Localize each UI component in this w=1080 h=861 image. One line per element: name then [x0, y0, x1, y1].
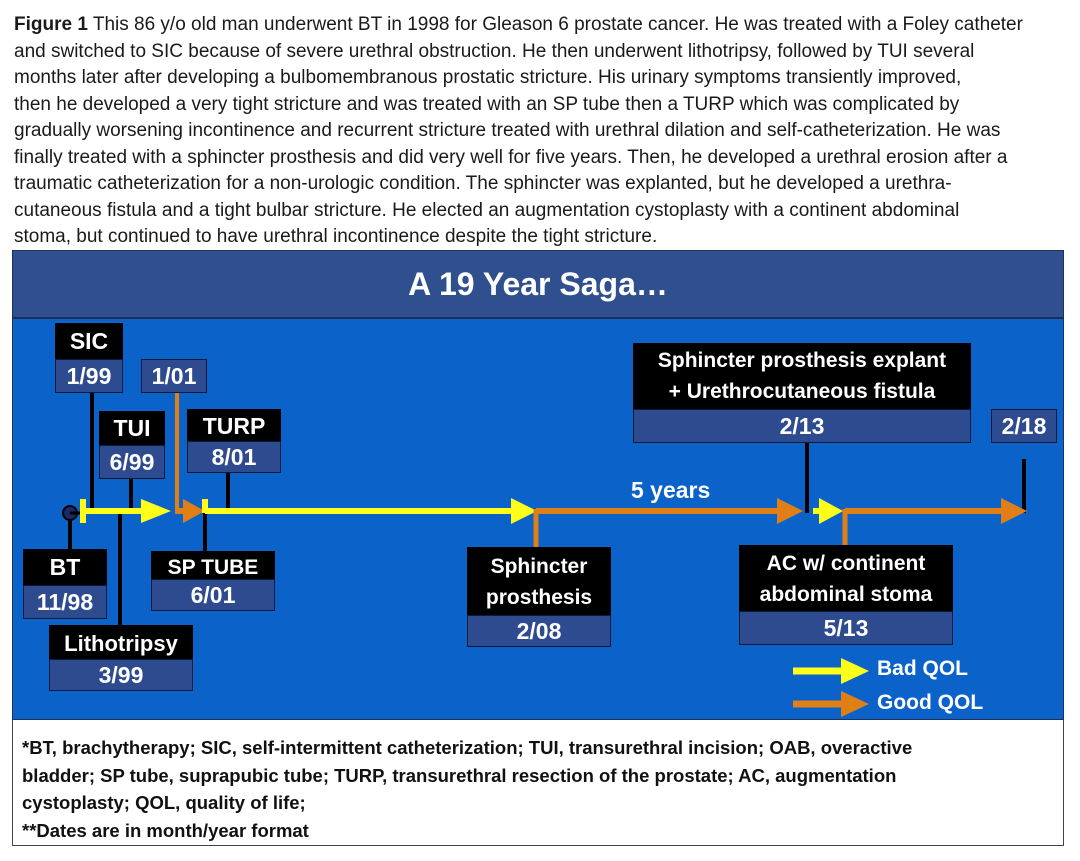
caption-line-7: traumatic catheterization for a non-urol…: [14, 173, 952, 194]
explant-label-line-2: + Urethrocutaneous fistula: [668, 380, 936, 403]
explant-label-line-1: Sphincter prosthesis explant: [657, 349, 947, 372]
turp-label: TURP: [187, 409, 281, 443]
caption-line-5: gradually worsening incontinence and rec…: [14, 120, 1001, 141]
caption-line-6: finally treated with a sphincter prosthe…: [14, 146, 1008, 168]
tui-label: TUI: [99, 411, 165, 445]
footnote-line-1: *BT, brachytherapy; SIC, self-intermitte…: [22, 737, 913, 758]
caption-line-4: then he developed a very tight stricture…: [14, 93, 960, 115]
lithotripsy-label: Lithotripsy: [49, 625, 193, 661]
footnote: *BT, brachytherapy; SIC, self-intermitte…: [22, 734, 1052, 844]
sphincter-date: 2/08: [467, 615, 611, 647]
good-qol-arrowhead-1: [183, 499, 205, 523]
bad-qol-arrowhead-2: [511, 498, 537, 524]
ac-date: 5/13: [739, 611, 953, 645]
sp-tube-start-date: 1/01: [141, 359, 207, 393]
sphincter-label: Sphincter prosthesis: [467, 547, 611, 617]
bad-qol-arrowhead-1: [141, 499, 171, 523]
footnote-line-2: bladder; SP tube, suprapubic tube; TURP,…: [22, 764, 897, 786]
caption-line-1: Figure 1 This 86 y/o old man underwent B…: [14, 14, 1023, 35]
timeline-graphic: [62, 391, 1027, 717]
sp-tube-label: SP TUBE: [151, 551, 275, 583]
bt-date: 11/98: [23, 585, 107, 619]
bad-qol-arrowhead-3: [819, 498, 843, 524]
bt-label: BT: [23, 549, 107, 585]
explant-date: 2/13: [633, 409, 971, 443]
caption-line-2: and switched to SIC because of severe ur…: [14, 40, 975, 62]
ac-label-line-2: abdominal stoma: [759, 583, 933, 606]
legend-bad-qol-arrowhead: [841, 658, 869, 684]
figure-caption: Figure 1 This 86 y/o old man underwent B…: [14, 12, 1070, 251]
lithotripsy-date: 3/99: [49, 659, 193, 691]
end-date: 2/18: [991, 409, 1057, 443]
footnote-line-4: **Dates are in month/year format: [22, 819, 309, 841]
sic-date: 1/99: [55, 359, 123, 393]
ac-label-line-1: AC w/ continent: [766, 552, 926, 575]
explant-label: Sphincter prosthesis explant + Urethrocu…: [633, 343, 971, 409]
sic-label: SIC: [55, 323, 123, 359]
legend-good-qol-label: Good QOL: [877, 691, 984, 714]
good-qol-arrowhead-3: [1001, 498, 1027, 524]
legend-bad-qol-label: Bad QOL: [877, 657, 969, 680]
timeline-diagram: A 19 Year Saga…: [12, 250, 1064, 720]
sphincter-label-line-2: prosthesis: [485, 586, 593, 609]
legend-good-qol-arrowhead: [841, 691, 869, 717]
turp-date: 8/01: [187, 441, 281, 473]
ac-label: AC w/ continent abdominal stoma: [739, 545, 953, 613]
caption-label: Figure 1: [14, 14, 88, 35]
caption-line-9: stoma, but continued to have urethral in…: [14, 226, 658, 247]
footnote-line-3: cystoplasty; QOL, quality of life;: [22, 792, 306, 813]
caption-line-3: months later after developing a bulbomem…: [14, 67, 962, 88]
sp-tube-date: 6/01: [151, 579, 275, 611]
sphincter-label-line-1: Sphincter: [490, 555, 588, 578]
diagram-title: A 19 Year Saga…: [13, 251, 1063, 319]
five-years-label: 5 years: [631, 477, 711, 503]
caption-line-8: cutaneous fistula and a tight bulbar str…: [14, 199, 960, 221]
good-qol-arrowhead-2: [777, 498, 803, 524]
tui-date: 6/99: [99, 445, 165, 479]
